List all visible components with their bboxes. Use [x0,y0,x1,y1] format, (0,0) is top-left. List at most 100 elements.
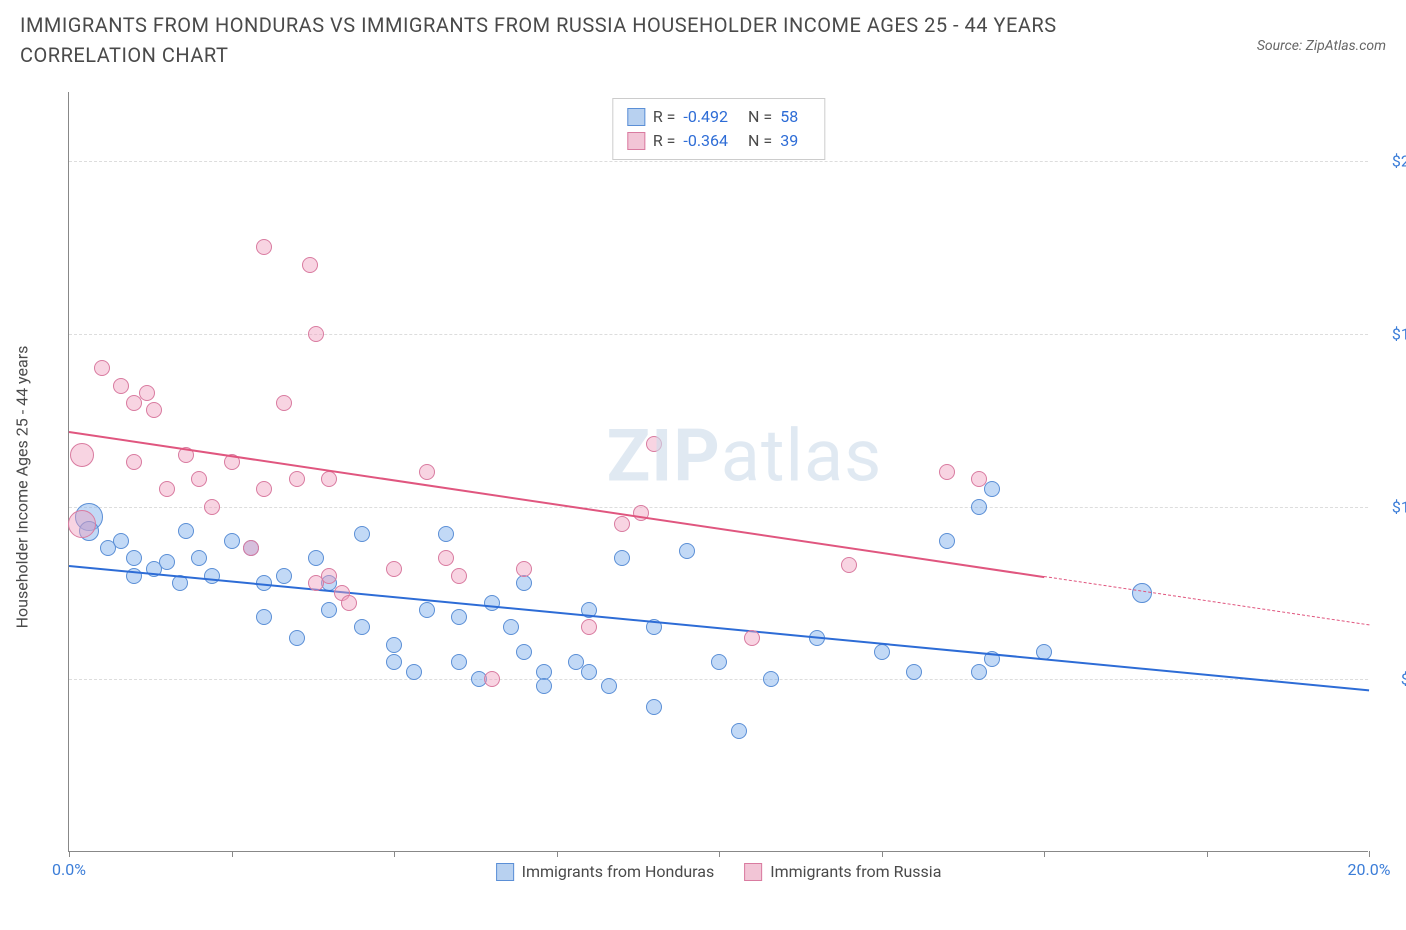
trend-line [1044,576,1369,625]
data-point [419,464,435,480]
n-label: N = [748,105,772,129]
legend-series: Immigrants from Honduras Immigrants from … [496,862,942,881]
data-point [438,550,454,566]
data-point [614,550,630,566]
r-value: -0.492 [683,105,728,129]
data-point [354,619,370,635]
data-point [419,602,435,618]
data-point [289,471,305,487]
data-point [70,443,94,467]
data-point [308,550,324,566]
x-tick [557,851,558,857]
chart-area: Householder Income Ages 25 - 44 years ZI… [50,92,1386,882]
data-point [256,239,272,255]
data-point [503,619,519,635]
data-point [614,516,630,532]
data-point [204,499,220,515]
n-value: 39 [780,129,798,153]
watermark: ZIPatlas [607,414,883,499]
data-point [68,510,96,538]
data-point [1132,583,1152,603]
data-point [308,326,324,342]
y-tick-label: $200,000 [1378,152,1406,171]
y-axis-label: Householder Income Ages 25 - 44 years [13,346,32,629]
data-point [224,533,240,549]
data-point [302,257,318,273]
data-point [438,526,454,542]
data-point [744,630,760,646]
gridline [69,679,1368,680]
data-point [321,602,337,618]
data-point [646,699,662,715]
data-point [601,678,617,694]
data-point [146,402,162,418]
data-point [516,644,532,660]
data-point [711,654,727,670]
data-point [276,395,292,411]
data-point [874,644,890,660]
x-tick-label: 20.0% [1348,860,1391,879]
data-point [386,561,402,577]
data-point [126,454,142,470]
y-tick-label: $150,000 [1378,324,1406,343]
x-tick [1044,851,1045,857]
data-point [341,595,357,611]
x-tick [69,851,70,857]
data-point [243,540,259,556]
x-tick [882,851,883,857]
x-tick [1369,851,1370,857]
legend-series-item: Immigrants from Honduras [496,862,715,881]
data-point [906,664,922,680]
data-point [451,609,467,625]
data-point [971,664,987,680]
data-point [126,550,142,566]
data-point [841,557,857,573]
data-point [191,471,207,487]
x-tick [232,851,233,857]
data-point [159,554,175,570]
x-tick [394,851,395,857]
data-point [191,550,207,566]
legend-stat-row: R =-0.492N =58 [627,105,810,129]
data-point [451,568,467,584]
data-point [971,499,987,515]
data-point [731,723,747,739]
y-tick-label: $100,000 [1378,497,1406,516]
data-point [159,481,175,497]
trend-line [69,565,1369,691]
data-point [536,678,552,694]
data-point [484,671,500,687]
r-label: R = [653,105,676,129]
r-value: -0.364 [683,129,728,153]
chart-title: IMMIGRANTS FROM HONDURAS VS IMMIGRANTS F… [20,10,1120,70]
data-point [939,533,955,549]
x-tick [1207,851,1208,857]
data-point [113,378,129,394]
data-point [646,436,662,452]
legend-series-label: Immigrants from Honduras [522,862,715,881]
legend-series-label: Immigrants from Russia [770,862,941,881]
gridline [69,161,1368,162]
data-point [516,575,532,591]
legend-swatch [496,863,514,881]
x-tick-label: 0.0% [52,860,86,879]
data-point [679,543,695,559]
data-point [971,471,987,487]
data-point [581,664,597,680]
legend-series-item: Immigrants from Russia [744,862,941,881]
r-label: R = [653,129,676,153]
data-point [321,471,337,487]
legend-stat-row: R = -0.364 N = 39 [627,129,810,153]
data-point [763,671,779,687]
data-point [321,568,337,584]
data-point [94,360,110,376]
y-tick-label: $50,000 [1378,670,1406,689]
legend-swatch [627,108,645,126]
data-point [276,568,292,584]
data-point [516,561,532,577]
data-point [484,595,500,611]
n-label: N = [748,129,772,153]
x-tick [719,851,720,857]
gridline [69,334,1368,335]
data-point [139,385,155,401]
